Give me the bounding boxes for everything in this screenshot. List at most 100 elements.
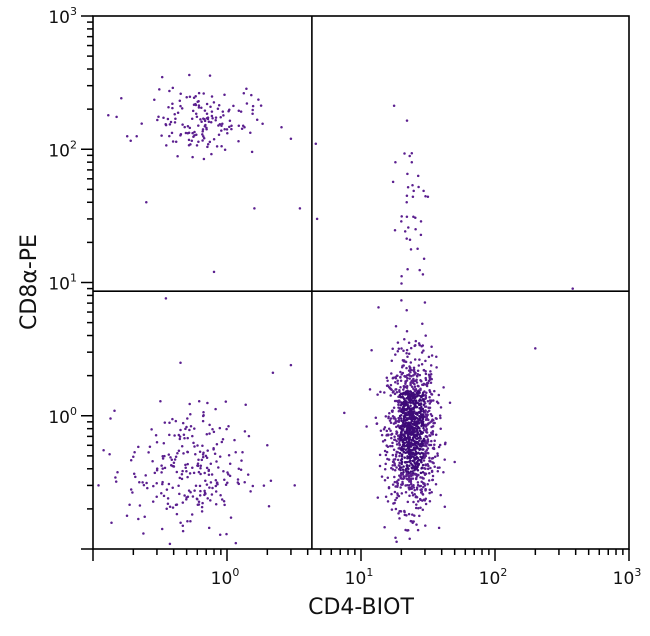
data-point xyxy=(392,448,396,452)
data-point xyxy=(436,454,439,457)
data-point xyxy=(215,460,218,463)
data-point xyxy=(413,371,417,375)
data-point xyxy=(406,406,410,409)
data-point xyxy=(416,420,419,424)
data-point xyxy=(417,436,420,440)
data-point xyxy=(384,415,388,418)
data-point xyxy=(406,442,410,446)
data-point xyxy=(418,373,422,377)
data-point xyxy=(214,484,218,488)
data-point xyxy=(261,122,264,125)
data-point xyxy=(391,391,395,394)
data-point xyxy=(194,103,198,107)
data-point xyxy=(411,470,414,473)
data-point xyxy=(224,400,228,403)
data-point xyxy=(173,121,177,124)
data-point xyxy=(421,492,424,496)
data-point xyxy=(193,489,196,492)
data-point xyxy=(221,110,225,113)
data-point xyxy=(399,379,403,383)
data-point xyxy=(412,393,415,396)
data-point xyxy=(405,215,409,218)
data-point xyxy=(403,436,407,439)
data-point xyxy=(173,458,177,461)
data-point xyxy=(218,455,222,458)
data-point xyxy=(397,512,400,515)
data-point xyxy=(173,113,176,116)
data-point xyxy=(125,514,129,517)
data-point xyxy=(385,429,389,433)
data-point xyxy=(178,99,182,102)
x-tick-label: 101 xyxy=(345,566,374,589)
data-point xyxy=(398,517,401,520)
data-point xyxy=(391,464,394,467)
data-point xyxy=(195,115,199,118)
data-point xyxy=(168,433,171,437)
data-point xyxy=(405,464,409,467)
data-point xyxy=(410,413,413,416)
data-point xyxy=(448,401,452,404)
data-point xyxy=(255,118,259,122)
data-point xyxy=(417,185,420,189)
data-point xyxy=(410,419,414,423)
data-point xyxy=(202,92,205,95)
data-point xyxy=(403,391,407,395)
data-point xyxy=(180,472,184,476)
data-point xyxy=(384,495,388,499)
data-point xyxy=(423,444,427,447)
data-point xyxy=(196,444,199,447)
data-point xyxy=(422,383,425,387)
data-point xyxy=(269,479,273,483)
data-point xyxy=(430,345,433,349)
data-point xyxy=(237,482,241,486)
data-point xyxy=(171,506,175,509)
data-point xyxy=(209,481,213,484)
data-point xyxy=(395,425,398,429)
data-point xyxy=(185,470,188,473)
data-point xyxy=(166,502,170,506)
data-point xyxy=(380,475,384,478)
data-point xyxy=(374,416,378,419)
data-point xyxy=(165,507,168,510)
data-point xyxy=(228,125,231,129)
data-point xyxy=(197,470,201,474)
data-point xyxy=(424,372,428,376)
data-point xyxy=(171,140,175,143)
data-point xyxy=(418,390,421,393)
data-point xyxy=(430,354,434,357)
data-point xyxy=(405,408,408,412)
data-point xyxy=(398,399,401,403)
data-point xyxy=(389,383,393,387)
data-point xyxy=(399,370,402,374)
data-point xyxy=(571,287,574,290)
y-axis-label: CD8α-PE xyxy=(17,234,42,330)
data-point xyxy=(406,457,409,460)
data-point xyxy=(404,484,407,487)
data-point xyxy=(391,444,394,448)
data-point xyxy=(408,464,411,468)
data-point xyxy=(116,471,119,474)
data-point xyxy=(161,455,164,458)
data-point xyxy=(426,438,429,442)
data-point xyxy=(191,495,195,498)
data-point xyxy=(390,359,394,362)
data-point xyxy=(410,379,414,382)
data-point xyxy=(189,413,192,416)
data-point xyxy=(415,488,419,491)
data-point xyxy=(414,421,417,425)
data-point xyxy=(232,104,235,108)
data-point xyxy=(227,473,230,476)
data-point xyxy=(160,464,163,467)
data-point xyxy=(405,348,409,352)
data-point xyxy=(428,491,431,495)
data-point xyxy=(389,429,392,433)
data-point xyxy=(431,418,434,421)
data-point xyxy=(425,448,428,452)
data-point xyxy=(396,350,400,353)
data-point xyxy=(418,452,422,455)
data-point xyxy=(404,421,408,424)
data-point xyxy=(415,523,418,526)
data-point xyxy=(245,102,249,105)
data-point xyxy=(415,381,419,384)
data-point xyxy=(386,384,389,387)
